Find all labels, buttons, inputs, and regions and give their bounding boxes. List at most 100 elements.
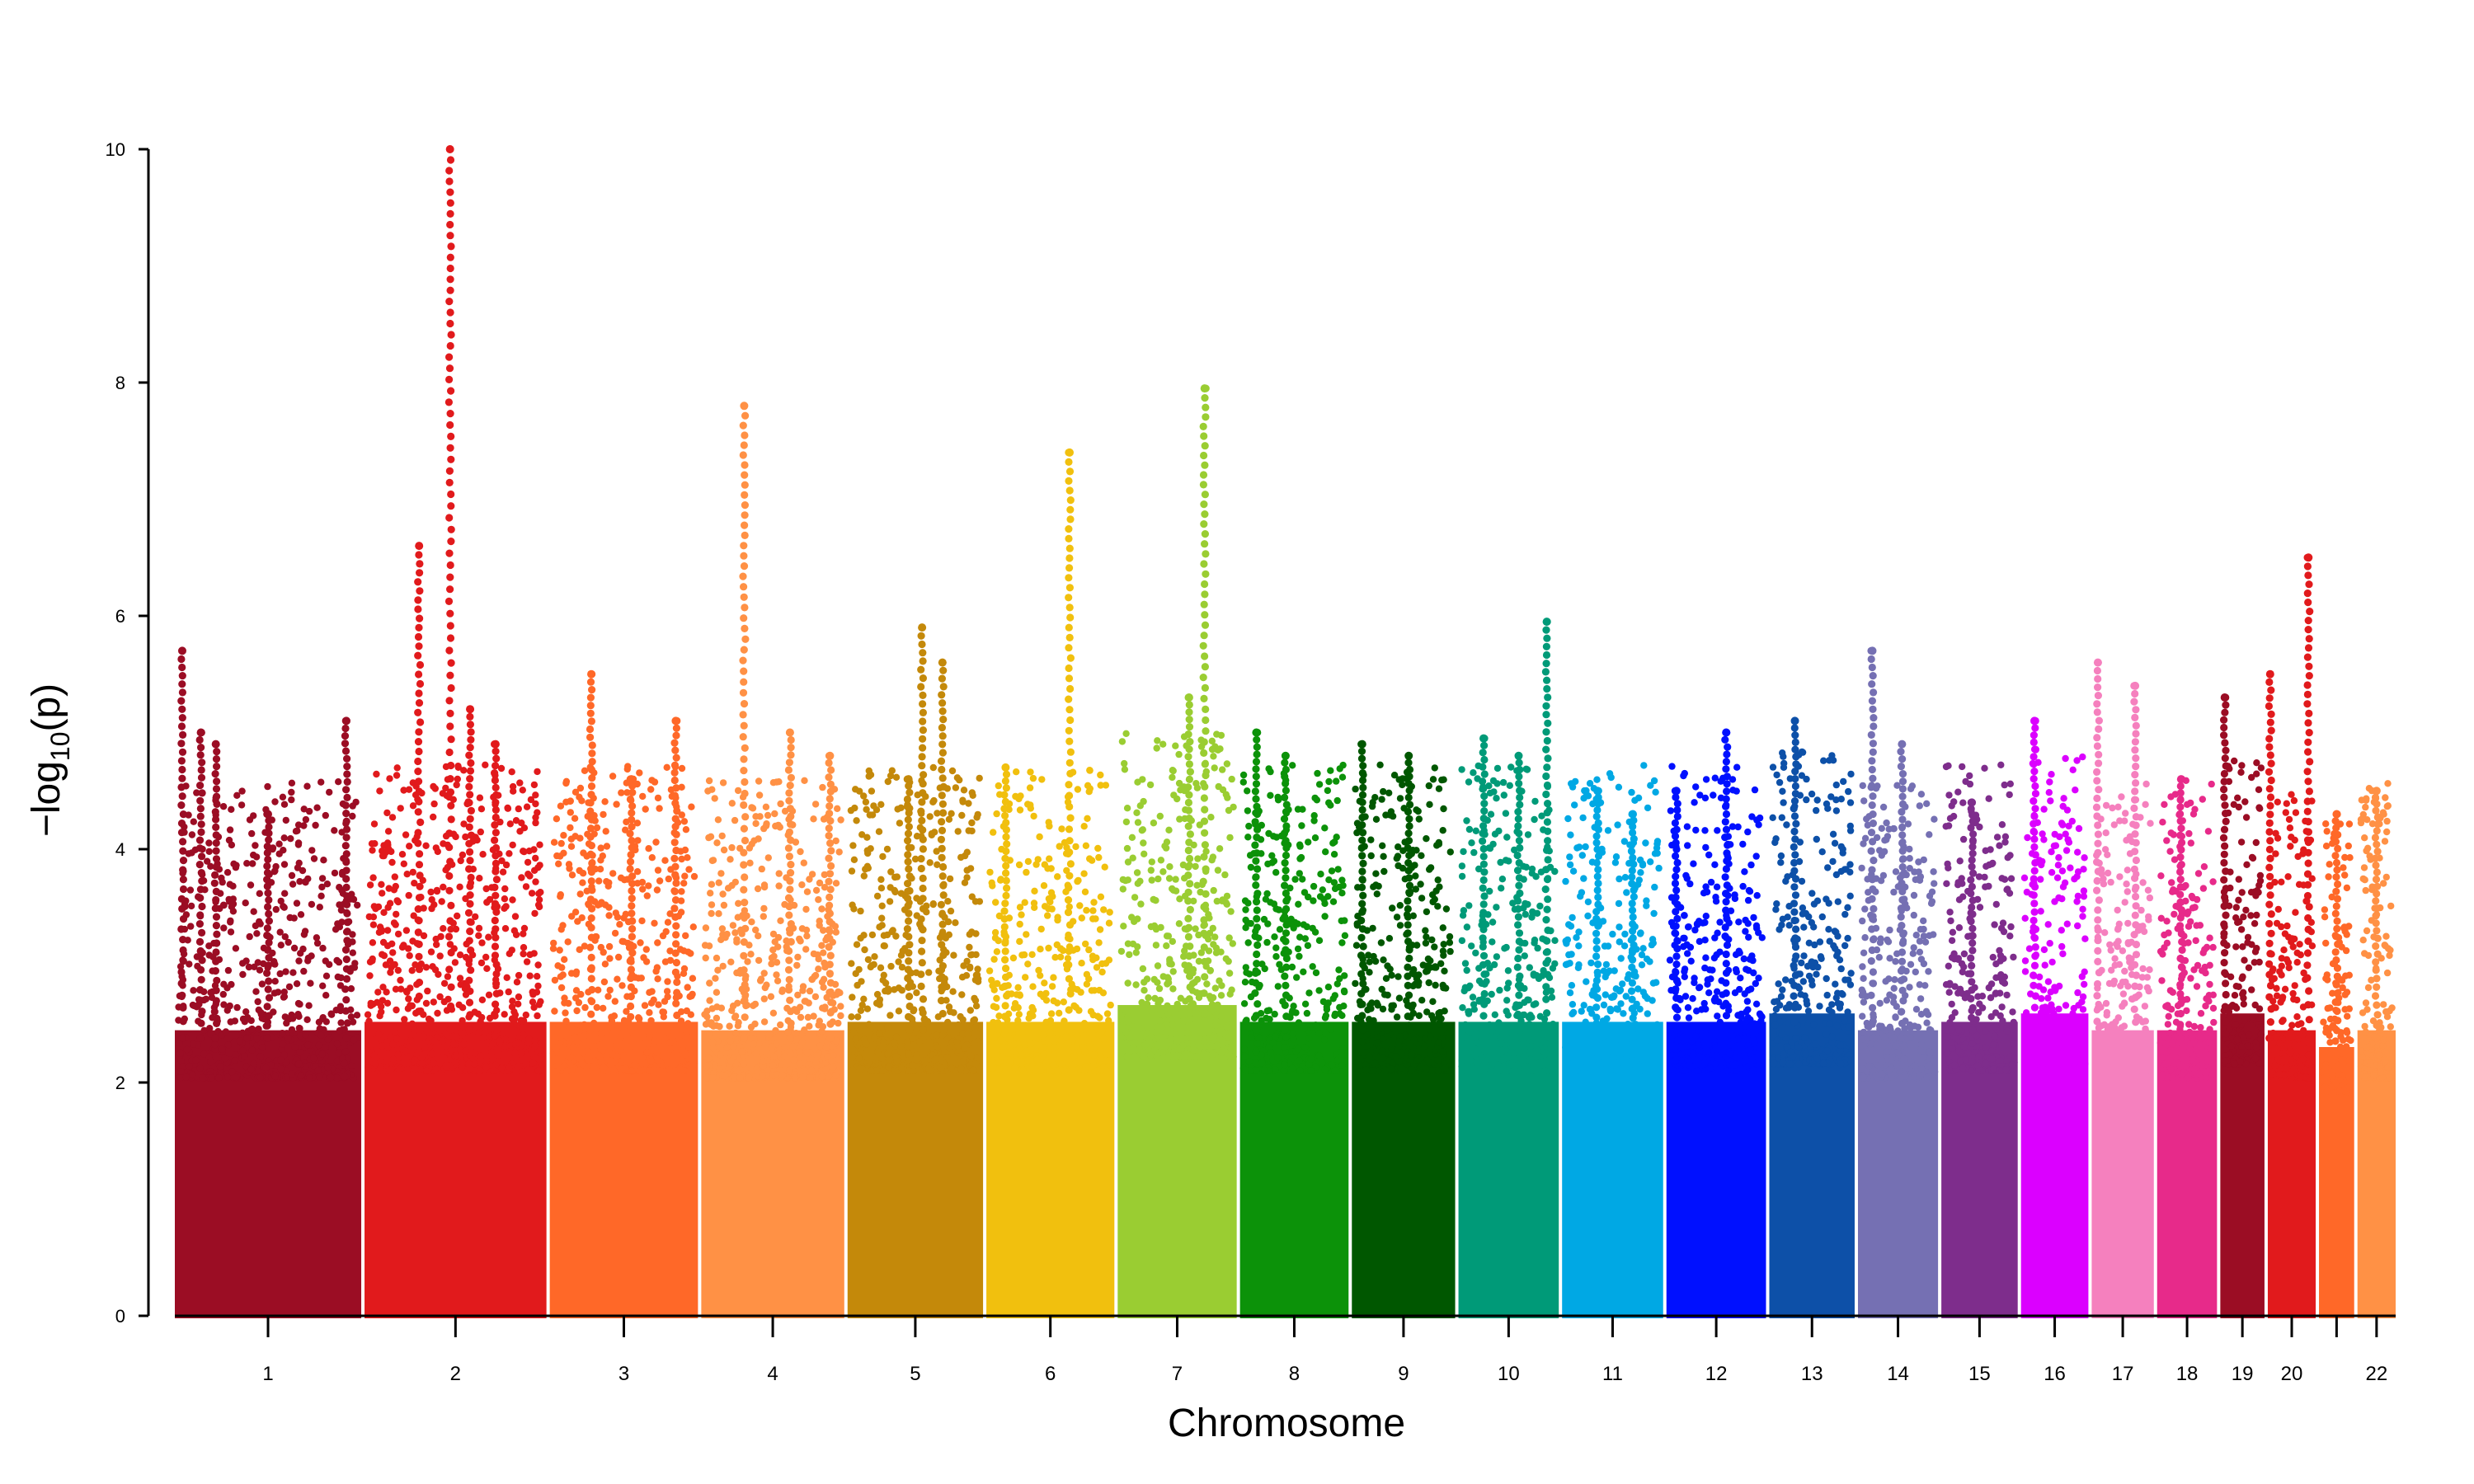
snp-point [1157,857,1165,864]
snp-point [880,971,888,979]
snp-point [636,1020,643,1027]
snp-point [512,817,520,824]
snp-point [948,767,957,775]
peak-point [196,796,205,805]
snp-point [976,774,983,782]
snp-point [532,814,539,821]
snp-point [576,890,584,898]
snp-point [322,1044,329,1051]
snp-point [944,898,952,905]
snp-point [427,948,435,956]
snp-point [622,1064,629,1073]
snp-point [393,764,401,772]
snp-point [944,1018,952,1026]
peak-point [1199,422,1207,431]
snp-point [482,761,489,768]
peak-point [1253,1026,1261,1034]
snp-point [1269,1039,1277,1046]
snp-point [1228,986,1235,993]
peak-point [785,758,794,767]
snp-point [334,973,341,981]
snp-point [318,875,327,882]
snp-point [925,969,933,976]
snp-point [760,995,768,1003]
peak-point [447,490,455,499]
peak-point [939,1026,948,1034]
snp-point [772,1026,779,1035]
snp-point [1074,786,1082,793]
peak-point [827,862,835,870]
peak-point [1000,982,1009,990]
snp-point [812,886,821,895]
snp-point [310,1054,317,1062]
peak-point [414,757,422,766]
peak-point [904,837,912,845]
snp-point [1311,928,1319,936]
snp-point [433,886,441,895]
snp-point [1164,979,1173,987]
peak-point [740,721,748,730]
snp-point [961,879,969,886]
snp-point [567,797,574,805]
snp-point [617,874,625,882]
peak-point [178,748,187,756]
snp-point [789,1043,797,1050]
snp-point [353,1012,361,1019]
peak-point [825,877,833,885]
snp-point [557,984,566,992]
snp-point [971,1016,979,1024]
peak-point [1282,991,1291,999]
snp-point [335,778,342,786]
snp-point [475,924,483,932]
snp-point [1329,995,1337,1003]
snp-point [341,1048,350,1055]
snp-point [509,896,516,904]
snp-point [800,859,807,866]
snp-point [1248,1034,1255,1041]
snp-point [724,885,732,892]
peak-point [626,941,635,949]
snp-point [718,925,727,932]
peak-point [919,789,927,797]
snp-point [1164,1052,1172,1060]
peak-point [1184,888,1192,896]
snp-point [277,942,285,949]
snp-point [1024,1056,1032,1064]
snp-point [303,1016,311,1024]
peak-point [195,861,204,869]
snp-point [711,795,718,802]
peak-point [197,744,205,752]
snp-point [689,990,696,998]
peak-point [211,808,219,816]
snp-point [723,1044,731,1052]
snp-point [852,786,859,793]
snp-point [524,858,532,866]
peak-point [740,542,748,550]
snp-point [1309,963,1316,970]
peak-point [444,398,454,406]
peak-point [786,996,794,1004]
snp-point [247,881,255,889]
snp-point [421,1044,429,1051]
snp-point [310,855,318,862]
snp-point [578,1059,586,1068]
peak-point [416,614,424,622]
snp-point [430,813,437,821]
snp-point [319,944,327,952]
peak-point [447,683,455,693]
peak-point [1000,907,1009,915]
snp-point [1156,812,1164,820]
snp-point [207,1059,214,1066]
snp-point [1058,825,1065,833]
peak-point [1252,857,1260,865]
peak-point [210,1007,219,1016]
snp-point [1027,1046,1034,1054]
snp-point [379,927,386,934]
snp-point [323,881,332,888]
snp-point [1327,1026,1334,1033]
peak-point [263,1034,271,1042]
snp-point [513,979,521,986]
snp-point [326,960,333,969]
snp-point [557,802,565,810]
snp-point [796,935,803,943]
